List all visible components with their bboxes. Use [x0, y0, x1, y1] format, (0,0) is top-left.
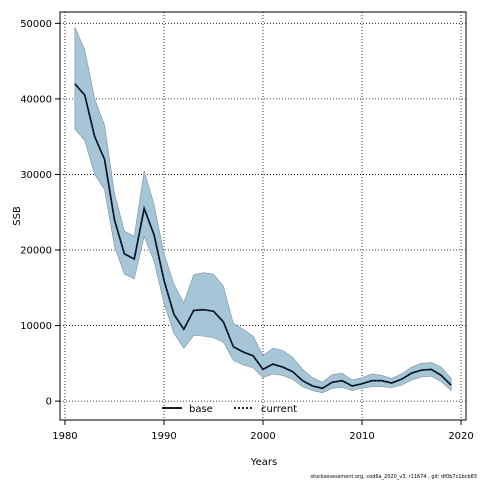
x-tick-label: 1990	[151, 431, 176, 442]
legend-base-label: base	[189, 404, 213, 415]
grid	[60, 12, 466, 420]
y-tick-label: 20000	[20, 246, 52, 257]
y-tick-label: 30000	[20, 170, 52, 181]
legend-current-label: current	[261, 404, 297, 415]
y-axis-title: SSB	[12, 206, 23, 226]
legend: base current	[162, 404, 297, 415]
y-axis: 0 10000 20000 30000 40000 50000	[20, 19, 60, 408]
current-series-line	[74, 83, 452, 390]
confidence-band	[74, 26, 452, 394]
x-axis: 1980 1990 2000 2010 2020	[52, 420, 474, 442]
x-tick-label: 2010	[349, 431, 374, 442]
y-tick-label: 40000	[20, 94, 52, 105]
y-tick-label: 0	[46, 397, 52, 408]
y-tick-label: 10000	[20, 321, 52, 332]
y-tick-label: 50000	[20, 19, 52, 30]
x-tick-label: 2020	[448, 431, 473, 442]
x-axis-title: Years	[250, 457, 277, 468]
x-tick-label: 2000	[250, 431, 275, 442]
footer-credit: stockassessment.org, cod6a_2020_v3, r116…	[311, 474, 477, 480]
x-tick-label: 1980	[52, 431, 77, 442]
